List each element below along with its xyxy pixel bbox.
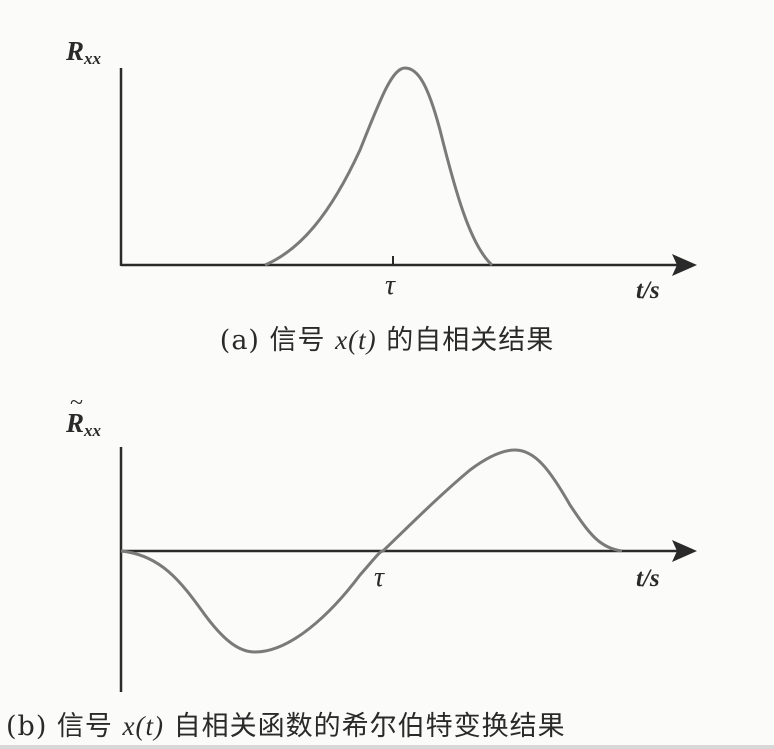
- bottom-divider: [0, 745, 774, 749]
- panel-b-x-arrow: [672, 540, 697, 562]
- panel-a-tau-label: τ: [385, 270, 396, 301]
- panel-a-y-label: Rxx: [65, 36, 102, 68]
- panel-b-hilbert-curve: [120, 448, 623, 654]
- panel-a-autocorrelation-curve: [264, 66, 494, 267]
- caption-a-prefix: (a) 信号: [219, 325, 336, 356]
- panel-b-y-label-tilde: ~: [70, 390, 83, 416]
- caption-a-var: x(t): [335, 325, 377, 355]
- caption-b-prefix: (b) 信号: [6, 711, 123, 742]
- panel-b-x-label: t/s: [636, 565, 660, 592]
- panel-b-y-label: Rxx: [65, 408, 102, 440]
- caption-a: (a) 信号 x(t) 的自相关结果: [0, 318, 774, 357]
- panel-a: Rxx τ t/s: [65, 36, 697, 304]
- caption-b-suffix: 自相关函数的希尔伯特变换结果: [164, 711, 566, 742]
- caption-b: (b) 信号 x(t) 自相关函数的希尔伯特变换结果: [6, 704, 566, 743]
- panel-a-x-arrow: [672, 254, 697, 276]
- caption-a-suffix: 的自相关结果: [376, 325, 555, 356]
- panel-b: Rxx ~ τ t/s: [65, 390, 697, 692]
- panel-a-x-label: t/s: [636, 277, 660, 304]
- panel-b-tau-label: τ: [374, 562, 385, 593]
- caption-b-var: x(t): [122, 711, 164, 741]
